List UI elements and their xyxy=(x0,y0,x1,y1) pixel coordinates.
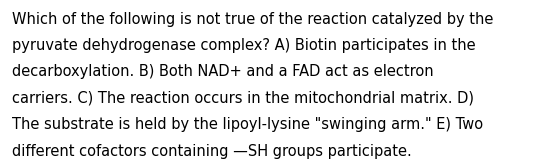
Text: Which of the following is not true of the reaction catalyzed by the: Which of the following is not true of th… xyxy=(12,12,494,27)
Text: The substrate is held by the lipoyl-lysine "swinging arm." E) Two: The substrate is held by the lipoyl-lysi… xyxy=(12,117,483,132)
Text: decarboxylation. B) Both NAD+ and a FAD act as electron: decarboxylation. B) Both NAD+ and a FAD … xyxy=(12,64,434,79)
Text: carriers. C) The reaction occurs in the mitochondrial matrix. D): carriers. C) The reaction occurs in the … xyxy=(12,91,474,106)
Text: pyruvate dehydrogenase complex? A) Biotin participates in the: pyruvate dehydrogenase complex? A) Bioti… xyxy=(12,38,476,53)
Text: different cofactors containing —SH groups participate.: different cofactors containing —SH group… xyxy=(12,144,412,159)
